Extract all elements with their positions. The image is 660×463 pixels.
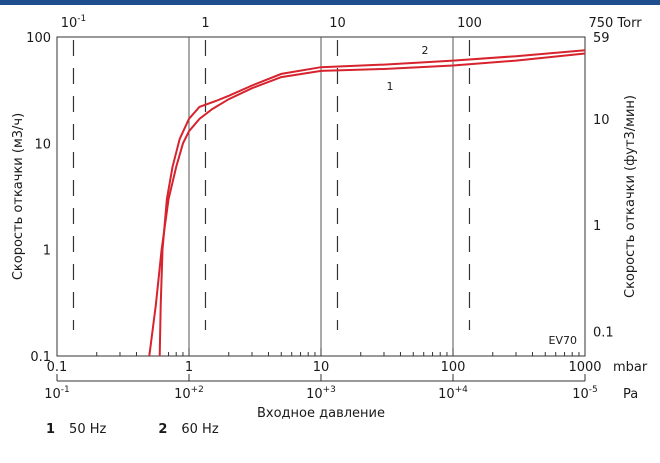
y-axis-title-right: Скорость откачки (фут3/мин) bbox=[623, 95, 638, 298]
x-axis-title: Входное давление bbox=[257, 406, 385, 421]
x-tick-torr: 1 bbox=[201, 16, 209, 31]
y-tick-left: 10 bbox=[34, 137, 51, 152]
model-label: EV70 bbox=[549, 334, 577, 347]
x-unit-pa: Pa bbox=[623, 387, 638, 402]
y-axis-title-left: Скорость откачки (м3/ч) bbox=[11, 113, 26, 280]
curve-series-1 bbox=[148, 52, 586, 357]
x-tick-mbar: 10 bbox=[313, 360, 330, 375]
y-tick-right: 59 bbox=[593, 31, 610, 46]
legend-number: 2 bbox=[158, 422, 168, 437]
curve-label-50hz: 1 bbox=[387, 80, 394, 93]
x-tick-torr: 10 bbox=[329, 16, 346, 31]
y-tick-left: 100 bbox=[26, 31, 51, 46]
curve-series-2 bbox=[158, 49, 586, 357]
x-unit-mbar: mbar bbox=[613, 360, 648, 375]
x-tick-pa: 10+3 bbox=[306, 385, 336, 402]
y-tick-right: 0.1 bbox=[593, 325, 614, 340]
x-tick-pa: 10+2 bbox=[174, 385, 204, 402]
x-tick-mbar: 0.1 bbox=[47, 360, 68, 375]
x-tick-torr: 100 bbox=[457, 16, 482, 31]
x-tick-torr: 10-1 bbox=[61, 14, 87, 31]
y-tick-right: 1 bbox=[593, 219, 601, 234]
x-tick-pa: 10-5 bbox=[572, 385, 598, 402]
legend-number: 1 bbox=[46, 422, 56, 437]
y-tick-left: 1 bbox=[43, 244, 51, 259]
legend-label: 60 Hz bbox=[181, 422, 219, 437]
header-bar bbox=[0, 0, 660, 5]
y-tick-left: 0.1 bbox=[30, 350, 51, 365]
curve-label-60hz: 2 bbox=[422, 44, 429, 57]
legend: 1 50 Hz 2 60 Hz bbox=[46, 422, 219, 437]
legend-item-60hz: 2 60 Hz bbox=[158, 422, 218, 437]
x-tick-mbar: 100 bbox=[441, 360, 466, 375]
legend-item-50hz: 1 50 Hz bbox=[46, 422, 106, 437]
x-tick-pa: 10+4 bbox=[438, 385, 468, 402]
x-tick-mbar: 1 bbox=[185, 360, 193, 375]
x-tick-mbar: 1000 bbox=[568, 360, 601, 375]
x-unit-torr: 750 Torr bbox=[588, 16, 642, 31]
legend-label: 50 Hz bbox=[69, 422, 107, 437]
y-tick-right: 10 bbox=[593, 113, 610, 128]
x-tick-pa: 10-1 bbox=[44, 385, 70, 402]
